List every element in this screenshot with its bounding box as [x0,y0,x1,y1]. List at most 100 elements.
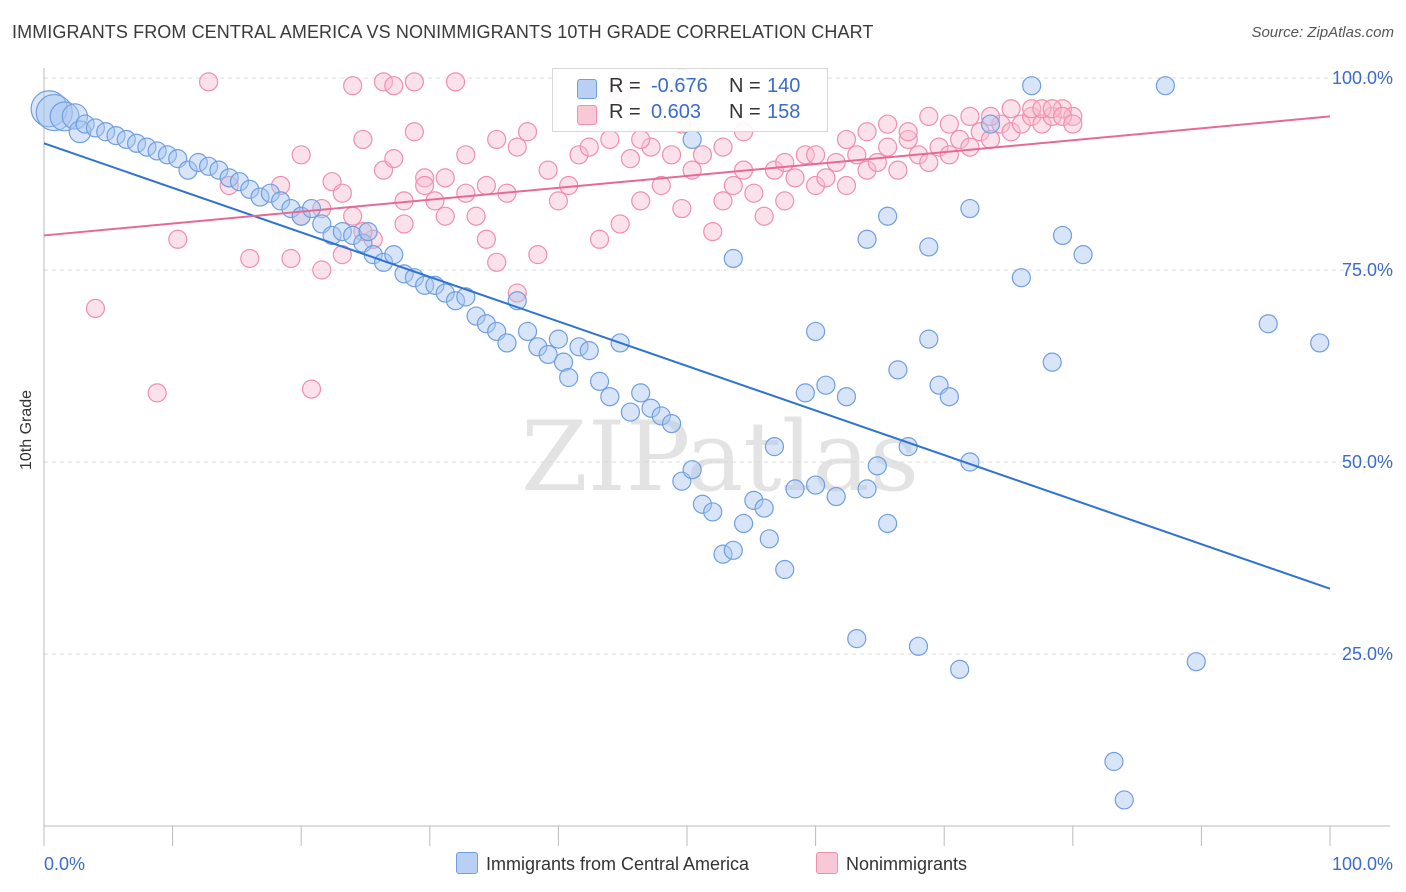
data-point [857,122,877,142]
data-point [682,460,702,480]
data-point [805,145,826,165]
data-point [759,529,779,549]
data-point [836,129,857,150]
data-point [1186,652,1206,672]
data-point [85,298,106,318]
data-point [744,490,764,510]
data-point [919,106,939,127]
data-point [888,160,908,180]
data-point [456,183,476,203]
data-point [878,114,898,134]
data-point [589,229,610,249]
data-point [641,398,661,418]
data-point [1042,352,1062,372]
data-point [487,129,507,150]
data-point [415,168,435,188]
data-point [631,383,651,403]
data-point [775,559,795,580]
data-point [1073,245,1093,265]
data-point [733,513,754,534]
data-point [610,214,630,234]
data-point [1042,106,1062,127]
data-point [250,187,270,207]
data-point [219,168,239,188]
data-point [507,137,527,157]
data-point [939,387,959,407]
data-point [620,149,641,169]
data-point [816,168,836,188]
data-point [559,367,579,388]
data-point [353,129,373,150]
bottom-pink-swatch [816,852,838,874]
data-point [682,129,702,150]
data-point [878,513,898,534]
data-point [960,137,980,157]
data-point [415,275,435,295]
trend-lines [43,115,1331,590]
data-point [445,72,466,92]
data-point [373,252,394,272]
data-point [960,106,980,127]
data-point [106,126,126,146]
data-point [898,129,918,150]
data-point [1032,99,1052,119]
data-point [312,260,332,280]
data-point [445,291,466,311]
data-point [1052,106,1073,127]
data-point [466,206,486,226]
data-point [476,229,496,249]
data-point [991,114,1011,134]
data-point [116,129,136,150]
data-point [476,314,496,334]
blue-swatch [577,79,597,99]
data-point [1022,76,1042,96]
data-point [126,133,147,153]
data-point [579,137,599,157]
data-point [1310,333,1330,353]
data-point [867,152,887,173]
data-point [271,175,291,196]
y-tick-label: 100.0% [1332,68,1393,88]
data-point [1104,751,1124,772]
data-point [199,72,219,92]
data-point [795,383,815,403]
data-point [75,114,95,134]
x-tick-label: 0.0% [44,854,85,874]
data-point [404,122,424,142]
data-point [878,206,898,226]
data-point [713,544,733,564]
data-point [651,175,671,196]
data-point [425,191,445,211]
data-point [281,248,301,269]
data-point [487,252,507,272]
data-point [569,145,589,165]
data-point [373,72,394,92]
data-point [857,229,877,249]
data-point [816,375,836,395]
y-axis-label: 10th Grade [18,389,35,470]
data-point [1042,99,1062,119]
data-point [30,90,68,128]
x-tick-label: 100.0% [1332,854,1393,874]
data-point [199,156,219,176]
data-point [178,160,198,180]
data-point [49,101,80,132]
legend-row-pink: R = 0.603 N = 158 [553,101,827,127]
data-point [723,540,743,560]
data-point [631,129,651,150]
data-point [404,72,424,92]
data-point [168,229,188,249]
data-point [1001,99,1021,119]
bottom-legend-pink: Nonimmigrants [816,852,967,875]
data-point [466,306,486,326]
bottom-blue-swatch [456,852,478,874]
data-point [878,137,898,157]
data-point [641,137,661,157]
data-point [631,191,651,211]
legend-row-blue: R = -0.676 N = 140 [553,75,827,101]
data-point [672,198,692,219]
data-point [332,183,352,203]
data-point [147,141,167,161]
data-point [209,160,229,180]
data-point [785,168,805,188]
